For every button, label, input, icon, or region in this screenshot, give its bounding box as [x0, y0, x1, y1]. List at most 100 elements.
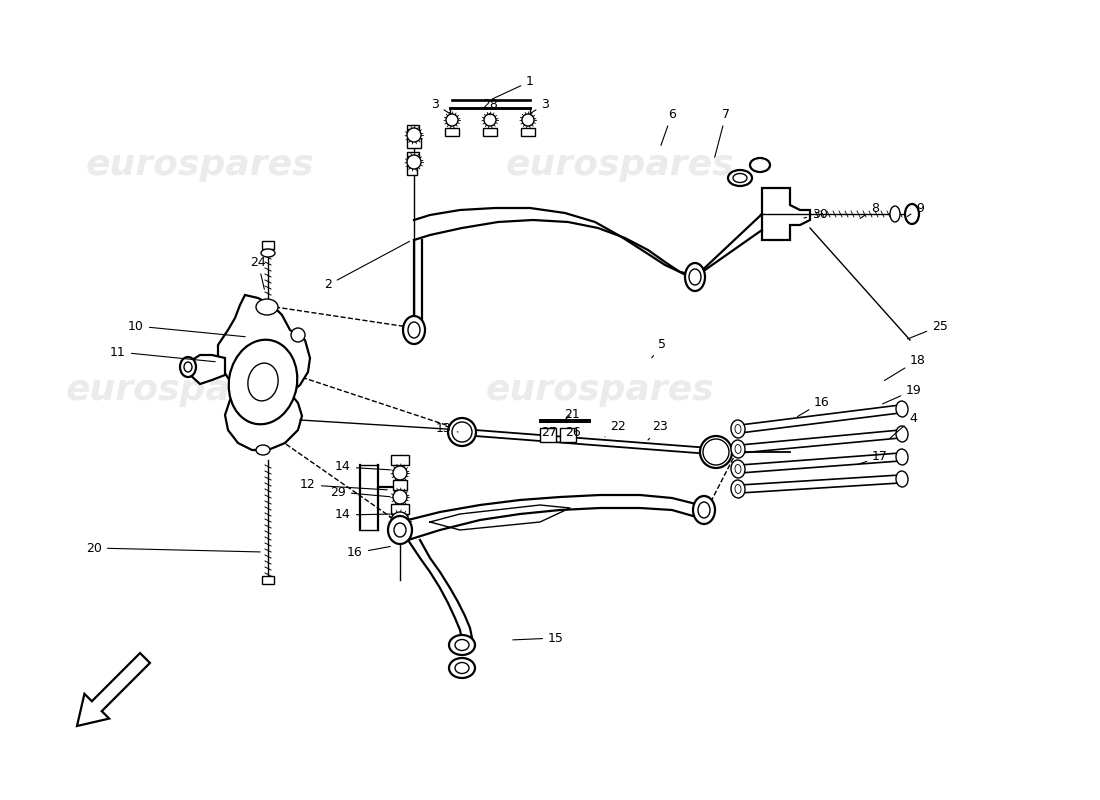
- FancyBboxPatch shape: [540, 428, 556, 442]
- Ellipse shape: [735, 485, 741, 494]
- Circle shape: [484, 114, 496, 126]
- Text: 28: 28: [482, 98, 498, 115]
- Text: 4: 4: [890, 411, 917, 438]
- FancyBboxPatch shape: [521, 128, 535, 136]
- Ellipse shape: [700, 436, 732, 468]
- Circle shape: [393, 490, 407, 504]
- Ellipse shape: [685, 263, 705, 291]
- Text: 14: 14: [336, 509, 390, 522]
- Ellipse shape: [388, 516, 412, 544]
- Ellipse shape: [256, 299, 278, 315]
- Text: 26: 26: [565, 422, 581, 438]
- Ellipse shape: [896, 401, 907, 417]
- Text: 13: 13: [436, 422, 458, 434]
- Ellipse shape: [896, 471, 907, 487]
- Ellipse shape: [698, 502, 710, 518]
- Text: 23: 23: [648, 421, 668, 440]
- Ellipse shape: [732, 480, 745, 498]
- Text: 30: 30: [804, 207, 828, 221]
- Ellipse shape: [890, 206, 900, 222]
- Circle shape: [703, 439, 729, 465]
- FancyBboxPatch shape: [446, 128, 459, 136]
- Polygon shape: [188, 355, 226, 384]
- Text: 15: 15: [513, 631, 564, 645]
- Ellipse shape: [733, 174, 747, 182]
- Ellipse shape: [256, 445, 270, 455]
- Text: 29: 29: [330, 486, 390, 498]
- Ellipse shape: [750, 158, 770, 172]
- Ellipse shape: [448, 418, 476, 446]
- Text: 21: 21: [564, 407, 580, 421]
- Ellipse shape: [693, 496, 715, 524]
- Text: eurospares: eurospares: [506, 148, 735, 182]
- Circle shape: [390, 512, 409, 530]
- Text: 9: 9: [908, 202, 924, 217]
- Polygon shape: [762, 188, 810, 240]
- Circle shape: [407, 128, 421, 142]
- Circle shape: [446, 114, 458, 126]
- FancyBboxPatch shape: [407, 165, 417, 175]
- Ellipse shape: [735, 425, 741, 434]
- Circle shape: [393, 466, 407, 480]
- Circle shape: [452, 422, 472, 442]
- Ellipse shape: [905, 204, 918, 224]
- FancyBboxPatch shape: [407, 152, 419, 162]
- Ellipse shape: [732, 420, 745, 438]
- FancyBboxPatch shape: [262, 241, 274, 249]
- Ellipse shape: [292, 328, 305, 342]
- Ellipse shape: [403, 316, 425, 344]
- Ellipse shape: [394, 523, 406, 537]
- Text: 3: 3: [530, 98, 549, 114]
- Ellipse shape: [896, 449, 907, 465]
- Text: 12: 12: [300, 478, 387, 491]
- Ellipse shape: [735, 465, 741, 474]
- Ellipse shape: [449, 635, 475, 655]
- Text: 22: 22: [605, 421, 626, 437]
- FancyBboxPatch shape: [393, 480, 407, 490]
- Ellipse shape: [455, 639, 469, 650]
- Text: 25: 25: [908, 319, 948, 339]
- Ellipse shape: [735, 445, 741, 454]
- Text: 3: 3: [431, 98, 450, 114]
- Circle shape: [407, 155, 421, 169]
- Ellipse shape: [449, 658, 475, 678]
- Text: 1: 1: [493, 75, 534, 99]
- Ellipse shape: [408, 322, 420, 338]
- Text: 7: 7: [715, 107, 730, 158]
- FancyBboxPatch shape: [407, 125, 419, 135]
- Text: 18: 18: [884, 354, 926, 381]
- Text: 8: 8: [860, 202, 879, 218]
- Text: 10: 10: [128, 319, 245, 337]
- Text: 24: 24: [250, 255, 266, 290]
- Text: 16: 16: [348, 546, 390, 559]
- Text: eurospares: eurospares: [486, 373, 714, 407]
- Ellipse shape: [229, 340, 297, 424]
- Text: 27: 27: [541, 422, 557, 438]
- FancyBboxPatch shape: [262, 576, 274, 584]
- Text: eurospares: eurospares: [66, 373, 295, 407]
- Circle shape: [522, 114, 534, 126]
- Text: 19: 19: [882, 383, 922, 404]
- Ellipse shape: [455, 662, 469, 674]
- Ellipse shape: [184, 362, 192, 372]
- Text: 16: 16: [798, 395, 829, 417]
- Text: 5: 5: [651, 338, 666, 358]
- Text: 11: 11: [110, 346, 216, 362]
- Ellipse shape: [261, 249, 275, 257]
- Text: 17: 17: [859, 450, 888, 464]
- FancyBboxPatch shape: [560, 428, 576, 442]
- FancyBboxPatch shape: [390, 455, 409, 465]
- Text: 20: 20: [86, 542, 261, 554]
- Ellipse shape: [728, 170, 752, 186]
- Ellipse shape: [732, 440, 745, 458]
- FancyBboxPatch shape: [483, 128, 497, 136]
- FancyBboxPatch shape: [390, 504, 409, 514]
- Ellipse shape: [180, 357, 196, 377]
- Text: 2: 2: [324, 242, 409, 291]
- Ellipse shape: [732, 460, 745, 478]
- Text: 6: 6: [661, 107, 675, 146]
- Text: 14: 14: [336, 461, 390, 474]
- Ellipse shape: [248, 363, 278, 401]
- Ellipse shape: [896, 426, 907, 442]
- Text: eurospares: eurospares: [86, 148, 315, 182]
